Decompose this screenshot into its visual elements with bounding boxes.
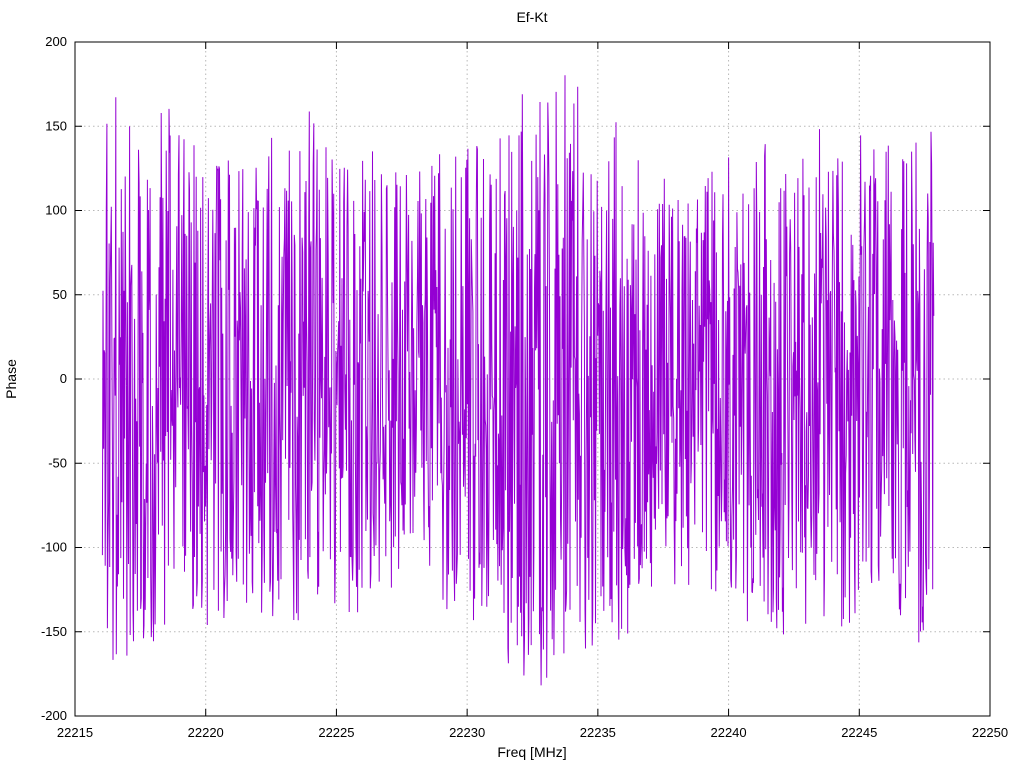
y-axis-label: Phase [3, 359, 19, 399]
y-tick-label: 100 [45, 203, 67, 218]
y-tick-label: 0 [60, 371, 67, 386]
x-tick-label: 22245 [841, 725, 877, 740]
y-tick-label: -200 [41, 708, 67, 723]
phase-series-line [101, 75, 935, 686]
phase-polyline [101, 75, 935, 686]
y-tick-label: 150 [45, 118, 67, 133]
axis-ticks [74, 41, 991, 717]
chart-title: Ef-Kt [516, 9, 547, 25]
y-tick-label: 200 [45, 34, 67, 49]
y-tick-label: -150 [41, 624, 67, 639]
x-tick-label: 22235 [580, 725, 616, 740]
x-tick-label: 22220 [188, 725, 224, 740]
y-tick-label: -50 [48, 455, 67, 470]
x-tick-label: 22240 [710, 725, 746, 740]
y-tick-label: -100 [41, 540, 67, 555]
x-tick-label: 22225 [318, 725, 354, 740]
x-tick-label: 22230 [449, 725, 485, 740]
x-tick-label: 22250 [972, 725, 1008, 740]
tick-labels: 22215 22220 22225 22230 22235 22240 22245 22250… [41, 34, 1008, 740]
x-axis-label: Freq [MHz] [497, 744, 566, 760]
y-tick-label: 50 [53, 287, 67, 302]
x-tick-label: 22215 [57, 725, 93, 740]
